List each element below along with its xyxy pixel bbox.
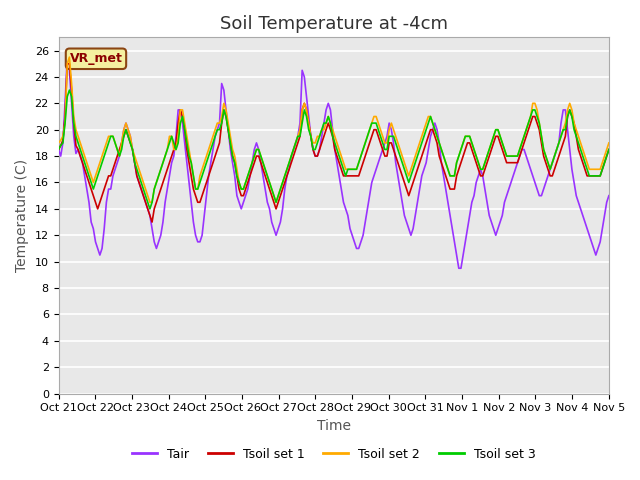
Line: Tsoil set 3: Tsoil set 3 (58, 90, 609, 209)
Tsoil set 1 (250, 160, 258, 166)
Tsoil set 3 (146, 206, 154, 212)
Tsoil set 1 (268, 193, 276, 199)
Tair (198, 232, 206, 238)
Tsoil set 1 (200, 186, 208, 192)
Tsoil set 2 (250, 153, 258, 159)
Tair (248, 160, 256, 166)
Text: VR_met: VR_met (70, 52, 122, 65)
Tsoil set 1 (340, 173, 348, 179)
Tsoil set 2 (268, 186, 276, 192)
Tair (285, 167, 293, 172)
Tsoil set 3 (287, 153, 295, 159)
Tsoil set 2 (429, 120, 436, 126)
Tsoil set 1 (54, 146, 62, 152)
Tair (455, 265, 463, 271)
Tsoil set 1 (605, 146, 612, 152)
Tsoil set 2 (340, 160, 348, 166)
Line: Tsoil set 2: Tsoil set 2 (58, 57, 609, 202)
Tair (54, 146, 62, 152)
Line: Tair: Tair (58, 57, 609, 268)
Tair (427, 133, 435, 139)
Line: Tsoil set 1: Tsoil set 1 (58, 64, 609, 222)
Tsoil set 2 (65, 54, 73, 60)
Tsoil set 3 (65, 87, 73, 93)
Tsoil set 3 (54, 146, 62, 152)
Tsoil set 3 (250, 153, 258, 159)
X-axis label: Time: Time (317, 419, 351, 433)
Tsoil set 3 (200, 167, 208, 172)
Tsoil set 1 (63, 61, 71, 67)
Y-axis label: Temperature (C): Temperature (C) (15, 159, 29, 272)
Tsoil set 1 (148, 219, 156, 225)
Tsoil set 3 (340, 167, 348, 172)
Tsoil set 3 (268, 186, 276, 192)
Legend: Tair, Tsoil set 1, Tsoil set 2, Tsoil set 3: Tair, Tsoil set 1, Tsoil set 2, Tsoil se… (127, 443, 540, 466)
Tsoil set 3 (605, 146, 612, 152)
Title: Soil Temperature at -4cm: Soil Temperature at -4cm (220, 15, 448, 33)
Tsoil set 2 (200, 160, 208, 166)
Tsoil set 2 (605, 140, 612, 146)
Tair (337, 186, 345, 192)
Tsoil set 2 (54, 140, 62, 146)
Tsoil set 2 (146, 199, 154, 205)
Tsoil set 3 (429, 120, 436, 126)
Tair (63, 54, 71, 60)
Tair (605, 193, 612, 199)
Tsoil set 2 (287, 153, 295, 159)
Tsoil set 1 (429, 127, 436, 132)
Tsoil set 1 (287, 160, 295, 166)
Tair (266, 206, 273, 212)
